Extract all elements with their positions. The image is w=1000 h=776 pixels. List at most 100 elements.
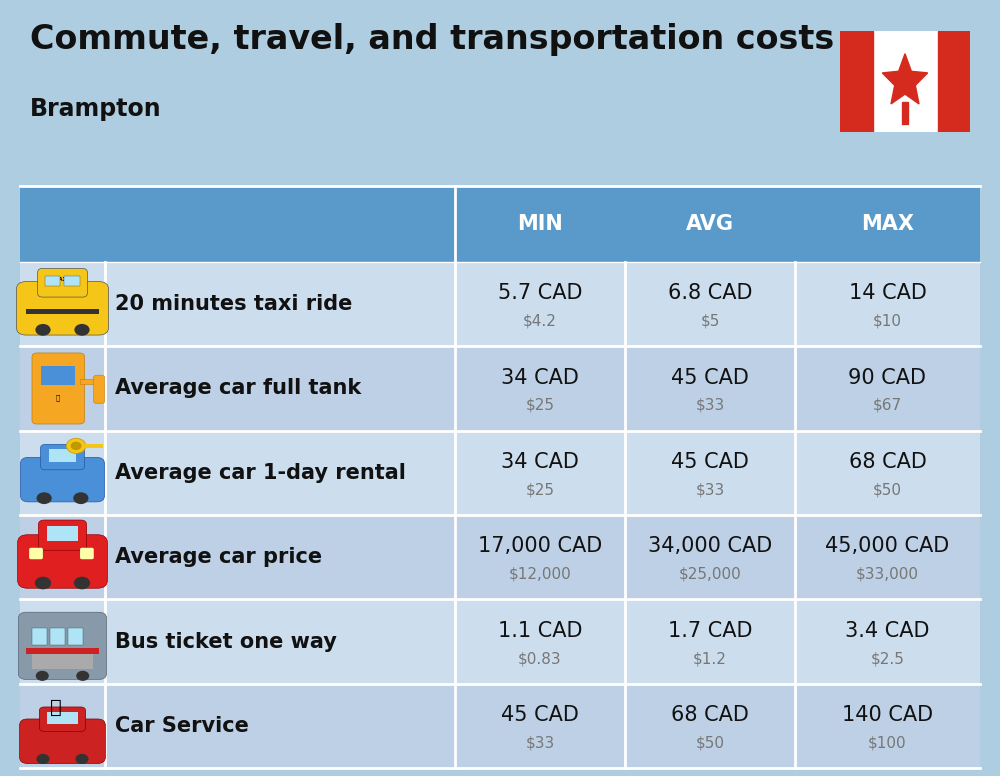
- FancyBboxPatch shape: [20, 515, 980, 599]
- FancyBboxPatch shape: [38, 268, 87, 297]
- Text: Average car 1-day rental: Average car 1-day rental: [115, 462, 406, 483]
- Text: 34 CAD: 34 CAD: [501, 368, 579, 387]
- Text: 34,000 CAD: 34,000 CAD: [648, 536, 772, 556]
- Text: $25: $25: [526, 398, 554, 413]
- Text: Bus ticket one way: Bus ticket one way: [115, 632, 337, 652]
- Text: Brampton: Brampton: [30, 97, 162, 121]
- Text: $50: $50: [873, 482, 902, 497]
- FancyBboxPatch shape: [45, 275, 60, 286]
- Text: 140 CAD: 140 CAD: [842, 705, 933, 725]
- FancyBboxPatch shape: [39, 707, 86, 732]
- FancyBboxPatch shape: [20, 599, 980, 684]
- Text: $5: $5: [700, 314, 720, 328]
- FancyBboxPatch shape: [26, 647, 99, 654]
- Text: 💧: 💧: [56, 395, 60, 401]
- FancyBboxPatch shape: [16, 282, 109, 335]
- Circle shape: [74, 577, 90, 589]
- Text: $2.5: $2.5: [871, 651, 904, 666]
- Text: $33: $33: [695, 398, 725, 413]
- Text: AVG: AVG: [686, 214, 734, 234]
- Text: 68 CAD: 68 CAD: [671, 705, 749, 725]
- Text: $4.2: $4.2: [523, 314, 557, 328]
- Text: 45,000 CAD: 45,000 CAD: [825, 536, 950, 556]
- FancyBboxPatch shape: [80, 548, 94, 559]
- FancyBboxPatch shape: [29, 548, 43, 559]
- Text: 34 CAD: 34 CAD: [501, 452, 579, 472]
- Circle shape: [74, 324, 90, 336]
- Circle shape: [35, 577, 51, 589]
- Text: $100: $100: [868, 736, 907, 750]
- Text: 🔧: 🔧: [50, 698, 62, 717]
- Text: MAX: MAX: [861, 214, 914, 234]
- FancyBboxPatch shape: [40, 445, 84, 469]
- Circle shape: [36, 670, 49, 681]
- FancyBboxPatch shape: [94, 375, 105, 404]
- FancyBboxPatch shape: [32, 629, 47, 645]
- Polygon shape: [882, 54, 928, 104]
- Text: 68 CAD: 68 CAD: [849, 452, 926, 472]
- FancyBboxPatch shape: [20, 431, 980, 515]
- Text: Average car full tank: Average car full tank: [115, 379, 361, 399]
- Circle shape: [66, 438, 86, 453]
- Text: $25: $25: [526, 482, 554, 497]
- Text: 17,000 CAD: 17,000 CAD: [478, 536, 602, 556]
- Text: 45 CAD: 45 CAD: [501, 705, 579, 725]
- Text: $12,000: $12,000: [509, 566, 571, 582]
- Text: MIN: MIN: [517, 214, 563, 234]
- FancyBboxPatch shape: [47, 712, 78, 724]
- FancyBboxPatch shape: [84, 444, 103, 448]
- Text: 90 CAD: 90 CAD: [848, 368, 926, 387]
- FancyBboxPatch shape: [18, 535, 107, 588]
- FancyBboxPatch shape: [80, 379, 101, 384]
- Circle shape: [37, 492, 52, 504]
- FancyBboxPatch shape: [455, 186, 980, 262]
- Text: $67: $67: [873, 398, 902, 413]
- Bar: [938, 31, 970, 132]
- FancyBboxPatch shape: [20, 684, 980, 768]
- Text: 6.8 CAD: 6.8 CAD: [668, 283, 752, 303]
- Bar: [902, 102, 908, 124]
- FancyBboxPatch shape: [47, 526, 78, 541]
- Text: $33: $33: [525, 736, 555, 750]
- Text: 5.7 CAD: 5.7 CAD: [498, 283, 582, 303]
- Circle shape: [36, 754, 50, 764]
- FancyBboxPatch shape: [68, 629, 83, 645]
- FancyBboxPatch shape: [32, 650, 93, 669]
- Circle shape: [35, 324, 51, 336]
- FancyBboxPatch shape: [20, 186, 455, 262]
- Text: 14 CAD: 14 CAD: [849, 283, 926, 303]
- Circle shape: [75, 754, 89, 764]
- Text: $50: $50: [696, 736, 724, 750]
- FancyBboxPatch shape: [20, 346, 980, 431]
- Text: 20 minutes taxi ride: 20 minutes taxi ride: [115, 294, 352, 314]
- Text: Average car price: Average car price: [115, 547, 322, 567]
- Text: 3.4 CAD: 3.4 CAD: [845, 621, 930, 641]
- Text: TAXI: TAXI: [56, 278, 69, 282]
- Text: Commute, travel, and transportation costs: Commute, travel, and transportation cost…: [30, 23, 834, 57]
- FancyBboxPatch shape: [64, 275, 80, 286]
- Circle shape: [76, 670, 89, 681]
- Text: $10: $10: [873, 314, 902, 328]
- Bar: [840, 31, 872, 132]
- FancyBboxPatch shape: [38, 520, 87, 550]
- FancyBboxPatch shape: [20, 719, 105, 764]
- FancyBboxPatch shape: [18, 612, 107, 680]
- FancyBboxPatch shape: [20, 262, 980, 346]
- Text: 45 CAD: 45 CAD: [671, 368, 749, 387]
- FancyBboxPatch shape: [41, 366, 75, 386]
- Text: Car Service: Car Service: [115, 716, 249, 736]
- Text: 1.7 CAD: 1.7 CAD: [668, 621, 752, 641]
- Circle shape: [71, 442, 82, 450]
- Circle shape: [73, 492, 88, 504]
- FancyBboxPatch shape: [26, 310, 99, 314]
- Text: $0.83: $0.83: [518, 651, 562, 666]
- FancyBboxPatch shape: [49, 449, 76, 462]
- Text: $33: $33: [695, 482, 725, 497]
- Text: 1.1 CAD: 1.1 CAD: [498, 621, 582, 641]
- FancyBboxPatch shape: [21, 457, 104, 502]
- FancyBboxPatch shape: [32, 353, 84, 424]
- Text: $33,000: $33,000: [856, 566, 919, 582]
- FancyBboxPatch shape: [50, 629, 65, 645]
- Text: 45 CAD: 45 CAD: [671, 452, 749, 472]
- Text: $1.2: $1.2: [693, 651, 727, 666]
